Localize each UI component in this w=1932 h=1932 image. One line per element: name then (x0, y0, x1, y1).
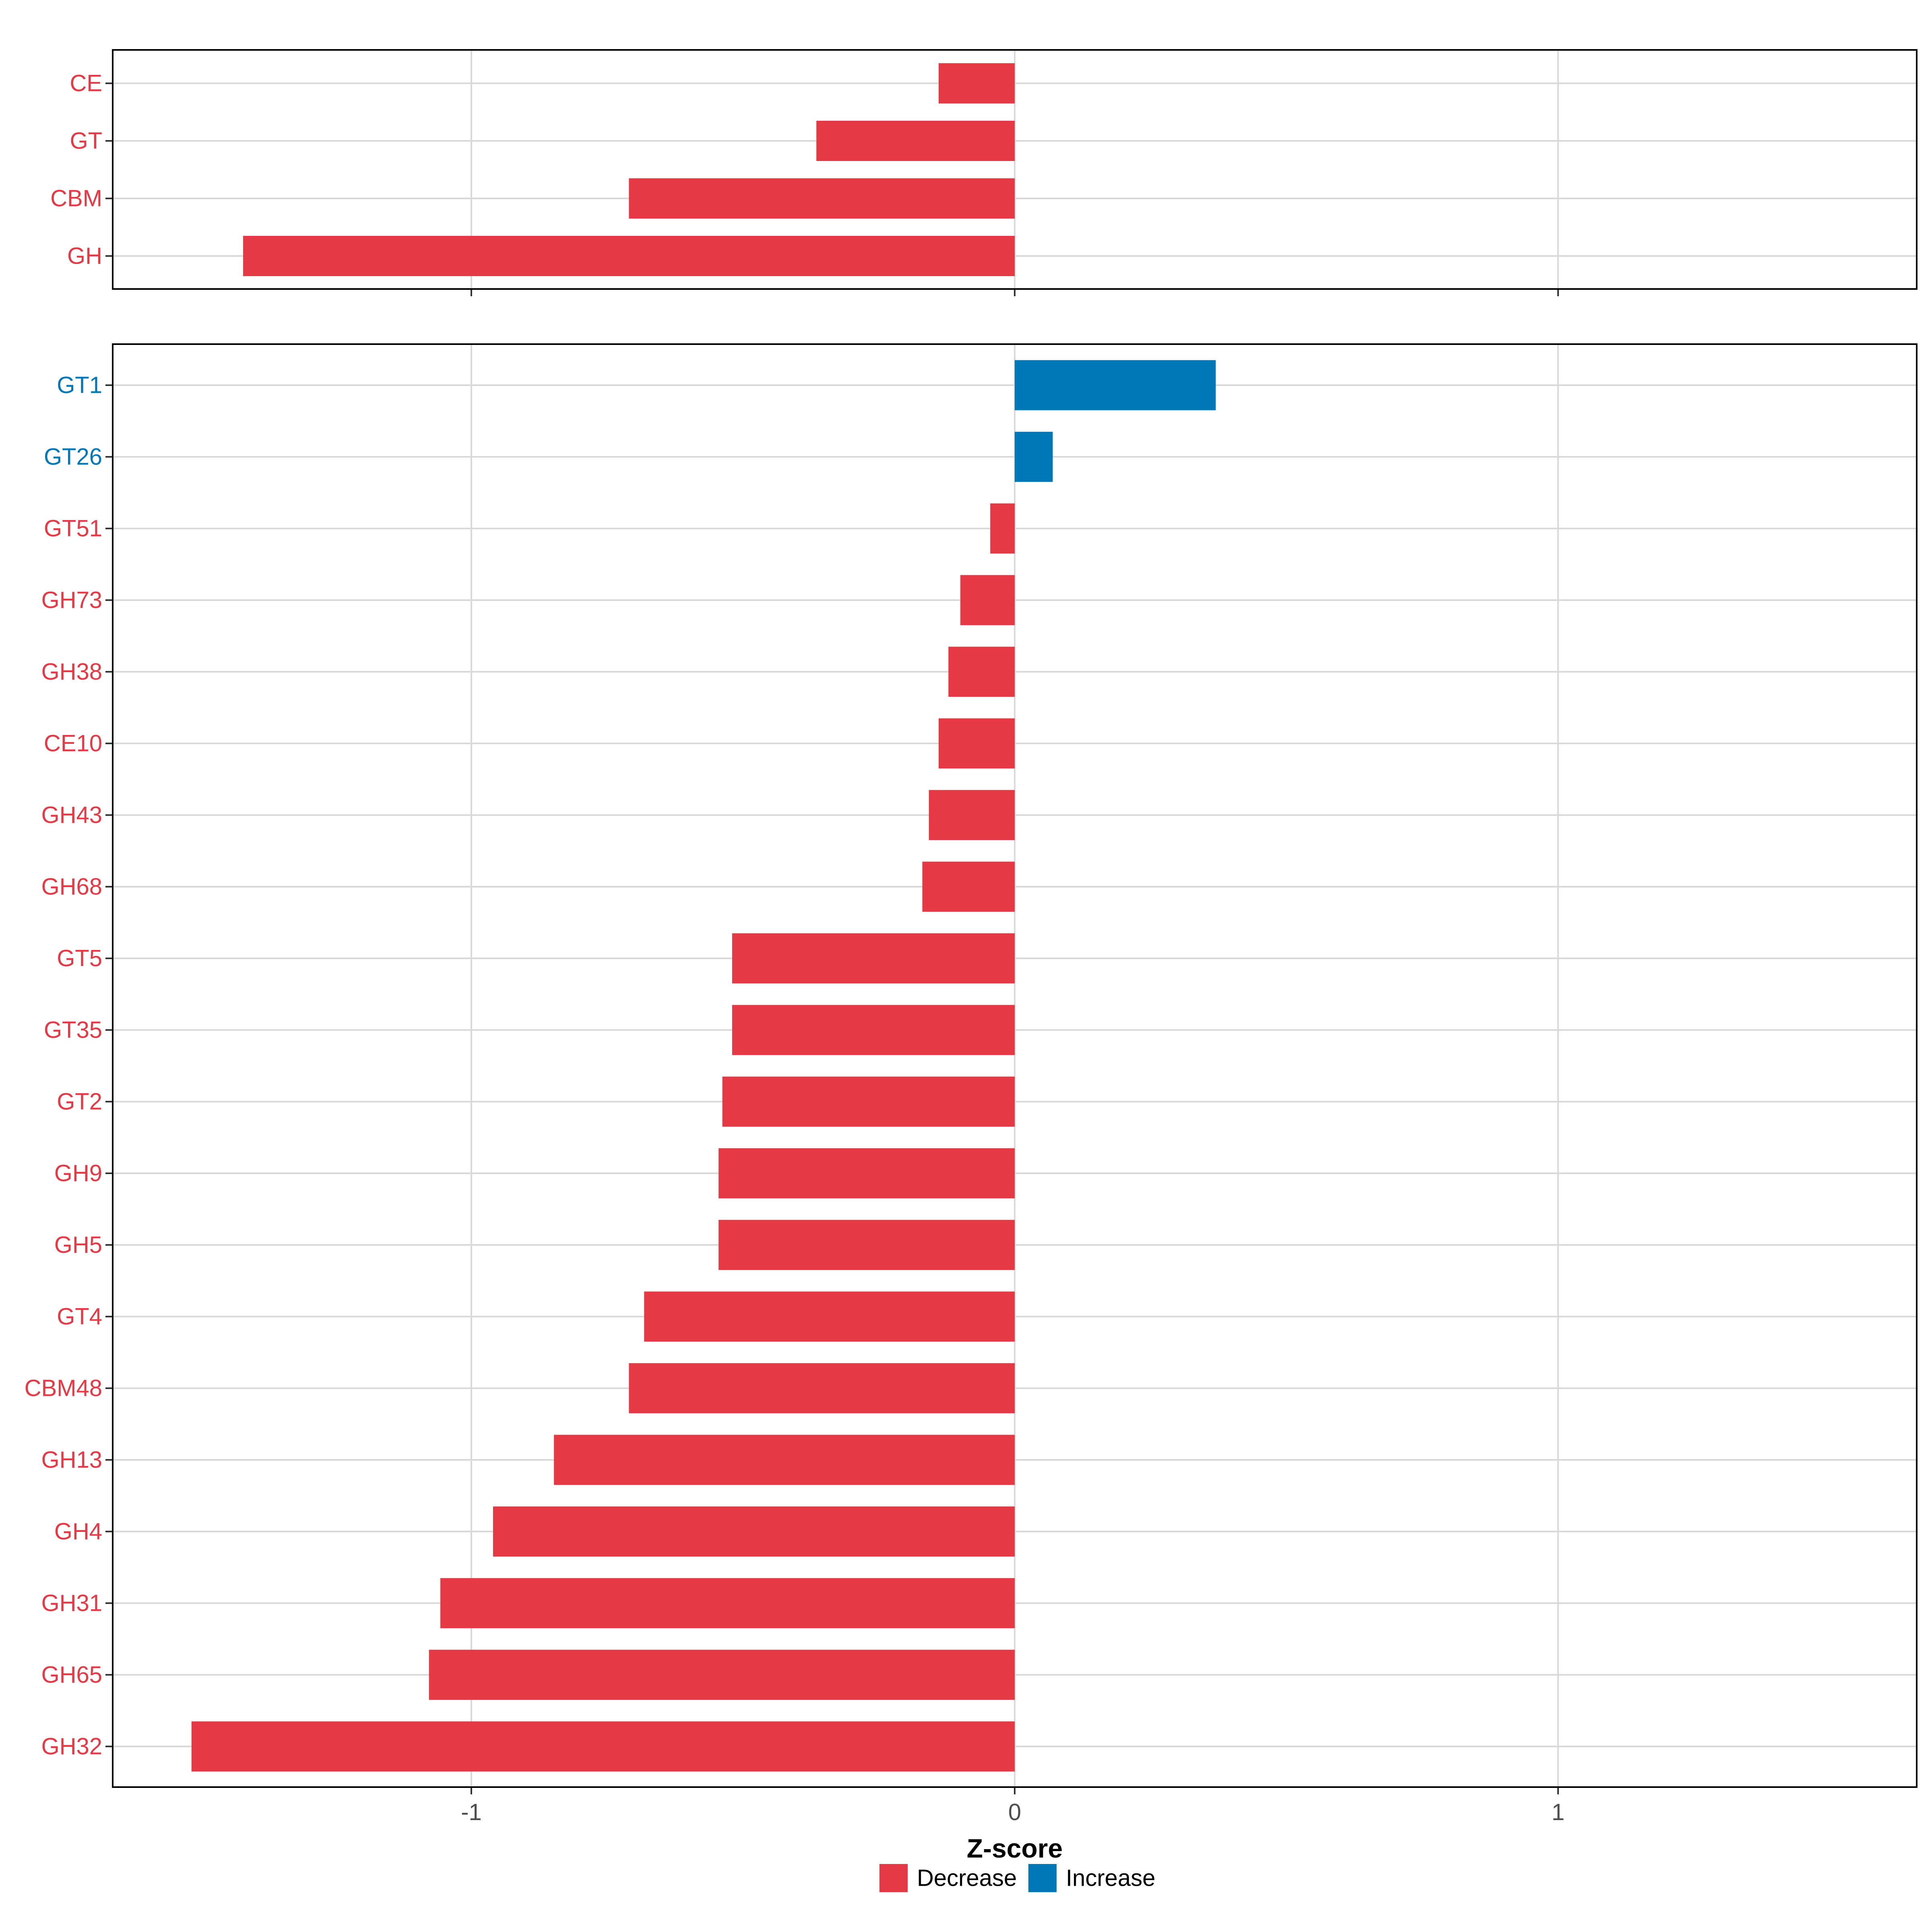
bar-gt2 (722, 1076, 1015, 1127)
bar-cbm48 (629, 1363, 1015, 1414)
category-label-gh9: GH9 (54, 1160, 102, 1187)
category-label-gt35: GT35 (44, 1017, 102, 1043)
category-label-gh65: GH65 (41, 1662, 102, 1688)
bar-gh9 (718, 1148, 1015, 1199)
panel-border (112, 343, 1918, 1788)
x-axis-title: Z-score (967, 1833, 1063, 1863)
category-label-cbm48: CBM48 (25, 1375, 102, 1402)
category-label-gt51: GT51 (44, 516, 102, 542)
category-label-gt1: GT1 (57, 372, 102, 398)
bar-gh (243, 235, 1015, 277)
category-label-gh32: GH32 (41, 1734, 102, 1760)
panels: CE GT CBM GH GT1 GT26 GT51 GH73 GH38 CE10 GH43 GH68… (25, 49, 1918, 1794)
category-label-cbm: CBM (50, 186, 102, 212)
bar-cbm (629, 178, 1015, 219)
bars (243, 63, 1015, 277)
panel-family: GT1 GT26 GT51 GH73 GH38 CE10 GH43 GH68 GT5 GT35 GT… (25, 343, 1918, 1794)
bar-gh43 (929, 790, 1015, 840)
category-label-gt2: GT2 (57, 1089, 102, 1115)
bar-ce10 (939, 718, 1015, 769)
bar-gt51 (990, 503, 1015, 554)
bar-gt35 (732, 1005, 1015, 1055)
category-labels: GT1 GT26 GT51 GH73 GH38 CE10 GH43 GH68 GT5 GT35 GT… (25, 372, 113, 1760)
bar-gh32 (191, 1721, 1015, 1772)
category-label-gh73: GH73 (41, 587, 102, 613)
bar-gh65 (429, 1649, 1015, 1700)
category-label-gh38: GH38 (41, 659, 102, 685)
legend-item-decrease: Decrease (879, 1864, 1017, 1892)
category-label-gh13: GH13 (41, 1447, 102, 1473)
category-label-gh: GH (67, 243, 102, 269)
legend-swatch-increase (1028, 1864, 1057, 1892)
x-axis: -1 0 1 Z-score (461, 1799, 1565, 1863)
bar-gt26 (1015, 431, 1053, 482)
x-tick-label: 1 (1552, 1799, 1565, 1825)
bar-gh5 (718, 1220, 1015, 1270)
category-label-gh31: GH31 (41, 1590, 102, 1616)
bar-gt4 (644, 1291, 1015, 1342)
panel-border (112, 49, 1918, 290)
category-labels: CE GT CBM GH (50, 70, 113, 269)
category-label-gh68: GH68 (41, 874, 102, 900)
panel-class: CE GT CBM GH (50, 49, 1918, 296)
bar-gh4 (493, 1506, 1015, 1557)
category-label-ce10: CE10 (44, 731, 102, 757)
category-label-gh43: GH43 (41, 802, 102, 828)
bar-gt (816, 120, 1015, 161)
category-label-gt5: GT5 (57, 945, 102, 972)
category-label-gt26: GT26 (44, 444, 102, 470)
legend-swatch-decrease (879, 1864, 908, 1892)
bar-gh31 (440, 1578, 1015, 1629)
category-label-gh5: GH5 (54, 1232, 102, 1258)
bars (191, 360, 1216, 1772)
bar-ce (939, 63, 1015, 104)
x-tick-label: -1 (461, 1799, 482, 1825)
bar-gt5 (732, 933, 1015, 984)
bar-gh68 (922, 861, 1015, 912)
bar-gt1 (1015, 360, 1216, 411)
legend-label-decrease: Decrease (917, 1865, 1017, 1891)
legend-label-increase: Increase (1066, 1865, 1155, 1891)
x-tick-label: 0 (1008, 1799, 1021, 1825)
bar-gh13 (554, 1435, 1015, 1485)
bar-gh73 (960, 575, 1015, 625)
category-label-gt4: GT4 (57, 1304, 102, 1330)
category-label-gh4: GH4 (54, 1519, 102, 1545)
gridlines (113, 344, 1917, 1787)
bar-gh38 (948, 646, 1015, 697)
category-label-gt: GT (70, 128, 102, 154)
legend-item-increase: Increase (1028, 1864, 1155, 1892)
category-label-ce: CE (70, 70, 102, 97)
legend: Decrease Increase (879, 1864, 1155, 1892)
